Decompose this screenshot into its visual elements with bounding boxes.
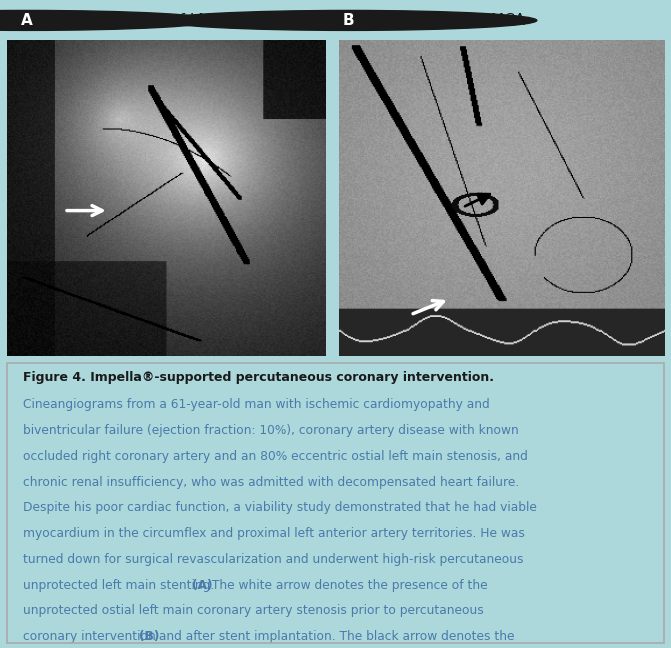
Text: Pre-PCI of LMCA: Pre-PCI of LMCA: [111, 13, 232, 28]
Text: Post-PCI of LMCA: Post-PCI of LMCA: [396, 13, 525, 28]
Text: Cineangiograms from a 61-year-old man with ischemic cardiomyopathy and: Cineangiograms from a 61-year-old man wi…: [23, 399, 490, 411]
Text: coronary intervention: coronary intervention: [23, 630, 160, 643]
Circle shape: [0, 10, 215, 30]
Text: turned down for surgical revascularization and underwent high-risk percutaneous: turned down for surgical revascularizati…: [23, 553, 523, 566]
Text: Figure 4. Impella®-supported percutaneous coronary intervention.: Figure 4. Impella®-supported percutaneou…: [23, 371, 494, 384]
Text: myocardium in the circumflex and proximal left anterior artery territories. He w: myocardium in the circumflex and proxima…: [23, 527, 525, 540]
Text: (B): (B): [140, 630, 160, 643]
Text: Despite his poor cardiac function, a viability study demonstrated that he had vi: Despite his poor cardiac function, a via…: [23, 502, 537, 515]
Text: occluded right coronary artery and an 80% eccentric ostial left main stenosis, a: occluded right coronary artery and an 80…: [23, 450, 528, 463]
Text: and after stent implantation. The black arrow denotes the: and after stent implantation. The black …: [155, 630, 515, 643]
Text: A: A: [21, 13, 33, 28]
Text: biventricular failure (ejection fraction: 10%), coronary artery disease with kno: biventricular failure (ejection fraction…: [23, 424, 519, 437]
Text: chronic renal insufficiency, who was admitted with decompensated heart failure.: chronic renal insufficiency, who was adm…: [23, 476, 519, 489]
Text: B: B: [343, 13, 355, 28]
Text: unprotected left main stenting.: unprotected left main stenting.: [23, 579, 218, 592]
Circle shape: [161, 10, 537, 30]
Text: unprotected ostial left main coronary artery stenosis prior to percutaneous: unprotected ostial left main coronary ar…: [23, 605, 484, 618]
Text: (A): (A): [192, 579, 213, 592]
Text: The white arrow denotes the presence of the: The white arrow denotes the presence of …: [208, 579, 488, 592]
